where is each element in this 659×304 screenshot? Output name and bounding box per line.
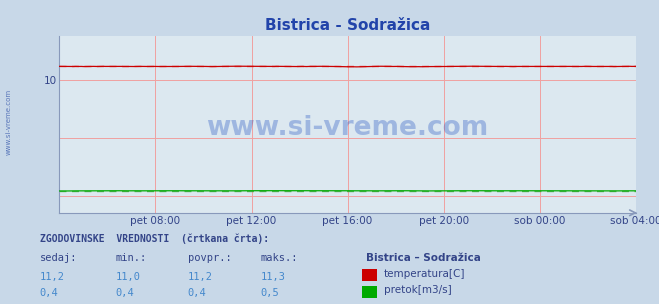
Text: 0,4: 0,4 bbox=[40, 288, 58, 299]
Text: ZGODOVINSKE  VREDNOSTI  (črtkana črta):: ZGODOVINSKE VREDNOSTI (črtkana črta): bbox=[40, 233, 269, 244]
Text: www.si-vreme.com: www.si-vreme.com bbox=[206, 115, 489, 141]
Text: 0,5: 0,5 bbox=[260, 288, 279, 299]
Text: 11,2: 11,2 bbox=[188, 272, 213, 282]
Text: 11,3: 11,3 bbox=[260, 272, 285, 282]
Text: Bistrica – Sodražica: Bistrica – Sodražica bbox=[366, 254, 480, 264]
Text: maks.:: maks.: bbox=[260, 254, 298, 264]
Text: pretok[m3/s]: pretok[m3/s] bbox=[384, 285, 451, 295]
Text: 11,0: 11,0 bbox=[115, 272, 140, 282]
Text: temperatura[C]: temperatura[C] bbox=[384, 269, 465, 279]
Text: min.:: min.: bbox=[115, 254, 146, 264]
Text: 0,4: 0,4 bbox=[188, 288, 206, 299]
Text: www.si-vreme.com: www.si-vreme.com bbox=[5, 88, 11, 155]
Text: sedaj:: sedaj: bbox=[40, 254, 77, 264]
Text: povpr.:: povpr.: bbox=[188, 254, 231, 264]
Text: 0,4: 0,4 bbox=[115, 288, 134, 299]
Title: Bistrica - Sodražica: Bistrica - Sodražica bbox=[265, 18, 430, 33]
Text: 11,2: 11,2 bbox=[40, 272, 65, 282]
